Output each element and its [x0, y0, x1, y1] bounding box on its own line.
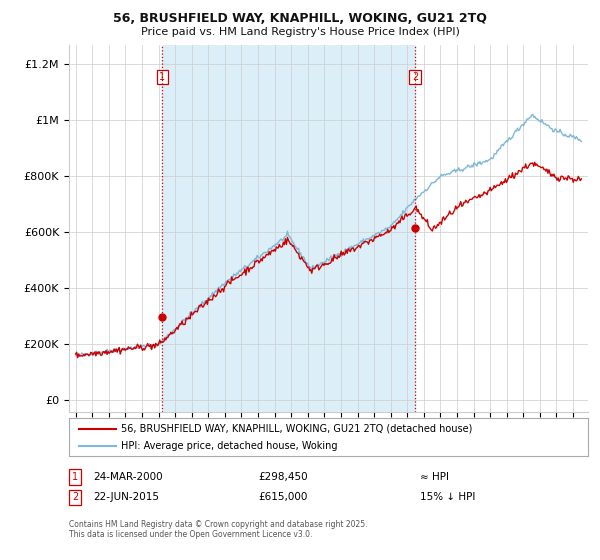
Text: 2: 2	[412, 72, 418, 82]
Text: 24-MAR-2000: 24-MAR-2000	[93, 472, 163, 482]
Text: ≈ HPI: ≈ HPI	[420, 472, 449, 482]
Text: 56, BRUSHFIELD WAY, KNAPHILL, WOKING, GU21 2TQ: 56, BRUSHFIELD WAY, KNAPHILL, WOKING, GU…	[113, 12, 487, 25]
Text: 22-JUN-2015: 22-JUN-2015	[93, 492, 159, 502]
Bar	[162, 45, 415, 412]
Text: £298,450: £298,450	[258, 472, 308, 482]
Text: 15% ↓ HPI: 15% ↓ HPI	[420, 492, 475, 502]
Text: 1: 1	[72, 472, 78, 482]
Point	[410, 223, 420, 232]
Text: 56, BRUSHFIELD WAY, KNAPHILL, WOKING, GU21 2TQ (detached house): 56, BRUSHFIELD WAY, KNAPHILL, WOKING, GU…	[121, 424, 472, 434]
Point	[157, 312, 167, 321]
Text: HPI: Average price, detached house, Woking: HPI: Average price, detached house, Woki…	[121, 441, 337, 451]
Text: Price paid vs. HM Land Registry's House Price Index (HPI): Price paid vs. HM Land Registry's House …	[140, 27, 460, 38]
Text: £615,000: £615,000	[258, 492, 307, 502]
Text: 1: 1	[159, 72, 165, 82]
Text: 2: 2	[72, 492, 78, 502]
Text: Contains HM Land Registry data © Crown copyright and database right 2025.
This d: Contains HM Land Registry data © Crown c…	[69, 520, 367, 539]
